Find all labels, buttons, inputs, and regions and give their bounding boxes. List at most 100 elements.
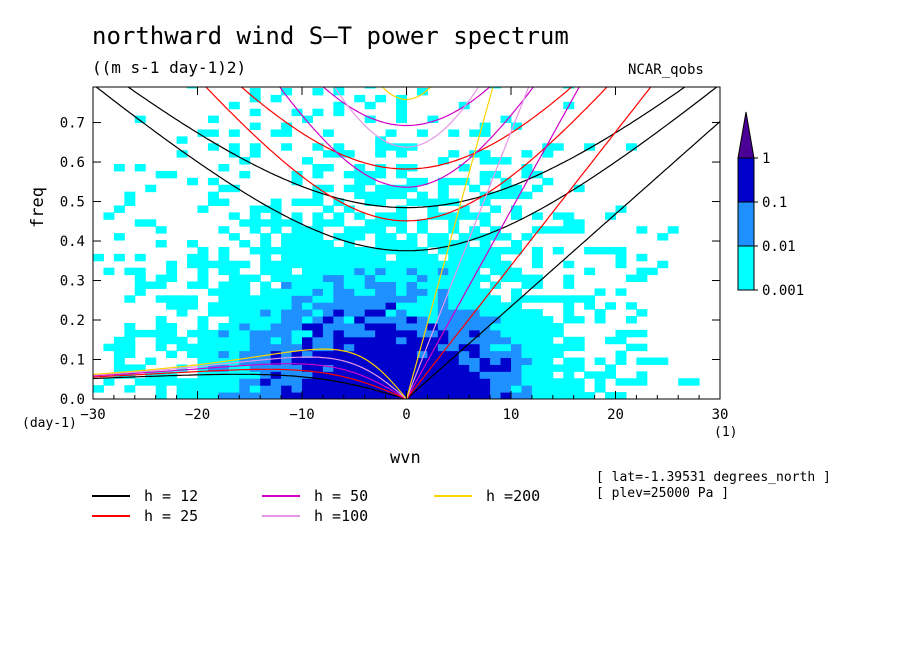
power-cell: [270, 336, 282, 345]
power-cell: [531, 246, 543, 255]
power-cell: [594, 385, 606, 393]
power-cell: [542, 143, 554, 151]
power-cell: [406, 198, 418, 206]
power-cell: [375, 226, 387, 234]
power-cell: [458, 302, 470, 310]
power-cell: [458, 260, 470, 269]
power-cell: [500, 378, 512, 386]
power-cell: [302, 371, 313, 379]
x-tick-label: −10: [289, 407, 314, 423]
power-cell: [249, 385, 261, 393]
power-cell: [239, 316, 251, 324]
power-cell: [479, 322, 491, 331]
power-cell: [375, 198, 387, 206]
power-cell: [406, 392, 418, 399]
power-cell: [375, 212, 387, 220]
power-cell: [249, 371, 261, 379]
power-cell: [469, 371, 481, 379]
power-cell: [427, 364, 439, 372]
power-cell: [511, 267, 522, 276]
power-cell: [249, 309, 261, 317]
power-cell: [594, 378, 606, 386]
power-cell: [260, 295, 272, 303]
power-cell: [469, 329, 481, 338]
power-cell: [511, 240, 522, 248]
power-cell: [406, 350, 418, 359]
power-cell: [458, 309, 470, 317]
power-cell: [521, 150, 533, 158]
power-cell: [385, 309, 397, 317]
power-cell: [155, 371, 167, 379]
power-cell: [207, 191, 219, 200]
power-cell: [155, 343, 167, 352]
power-cell: [260, 350, 272, 359]
power-cell: [385, 219, 397, 227]
power-cell: [239, 281, 251, 289]
power-cell: [469, 129, 481, 137]
power-cell: [490, 267, 502, 276]
power-cell: [375, 240, 387, 248]
power-cell: [364, 226, 376, 234]
power-cell: [239, 274, 251, 283]
power-cell: [270, 343, 282, 352]
power-cell: [416, 295, 428, 303]
power-cell: [594, 246, 606, 255]
power-cell: [458, 385, 470, 393]
colorbar-label: 0.1: [762, 195, 787, 211]
power-cell: [134, 281, 146, 289]
power-cell: [270, 329, 282, 338]
power-cell: [312, 350, 324, 359]
power-cell: [239, 392, 251, 399]
power-cell: [197, 350, 209, 359]
power-cell: [228, 316, 240, 324]
power-cell: [458, 357, 470, 365]
power-cell: [396, 350, 407, 359]
power-cell: [166, 350, 178, 359]
power-cell: [322, 378, 334, 386]
power-cell: [469, 295, 481, 303]
power-cell: [249, 392, 261, 399]
power-cell: [333, 212, 345, 220]
power-cell: [500, 309, 512, 317]
power-cell: [322, 357, 334, 365]
power-cell: [625, 302, 637, 310]
power-cell: [375, 260, 387, 269]
power-cell: [542, 316, 554, 324]
power-cell: [531, 184, 543, 193]
power-cell: [427, 385, 439, 393]
power-cell: [312, 295, 324, 303]
power-cell: [134, 329, 146, 338]
legend-label: h =200: [486, 487, 541, 505]
power-cell: [500, 274, 512, 283]
power-cell: [521, 385, 533, 393]
power-cell: [396, 219, 407, 227]
power-cell: [187, 302, 198, 310]
power-cell: [416, 177, 428, 186]
power-cell: [166, 260, 178, 269]
power-cell: [521, 309, 533, 317]
power-cell: [511, 212, 522, 220]
power-cell: [396, 378, 407, 386]
power-cell: [260, 281, 272, 289]
legend-swatch: [262, 495, 300, 497]
power-cell: [312, 316, 324, 324]
legend-swatch: [92, 515, 130, 517]
power-cell: [145, 371, 157, 379]
power-cell: [605, 392, 616, 399]
power-cell: [375, 302, 387, 310]
power-cell: [312, 191, 324, 200]
power-cell: [333, 302, 345, 310]
power-cell: [354, 309, 366, 317]
y-axis-unit: (day-1): [22, 416, 77, 431]
power-cell: [448, 295, 460, 303]
power-cell: [124, 385, 136, 393]
legend-label: h = 50: [314, 487, 369, 505]
power-cell: [416, 343, 428, 352]
power-cell: [312, 219, 324, 227]
power-cell: [113, 233, 125, 241]
power-cell: [448, 302, 460, 310]
power-cell: [197, 281, 209, 289]
power-cell: [134, 115, 146, 124]
power-cell: [396, 253, 407, 262]
power-cell: [228, 322, 240, 331]
